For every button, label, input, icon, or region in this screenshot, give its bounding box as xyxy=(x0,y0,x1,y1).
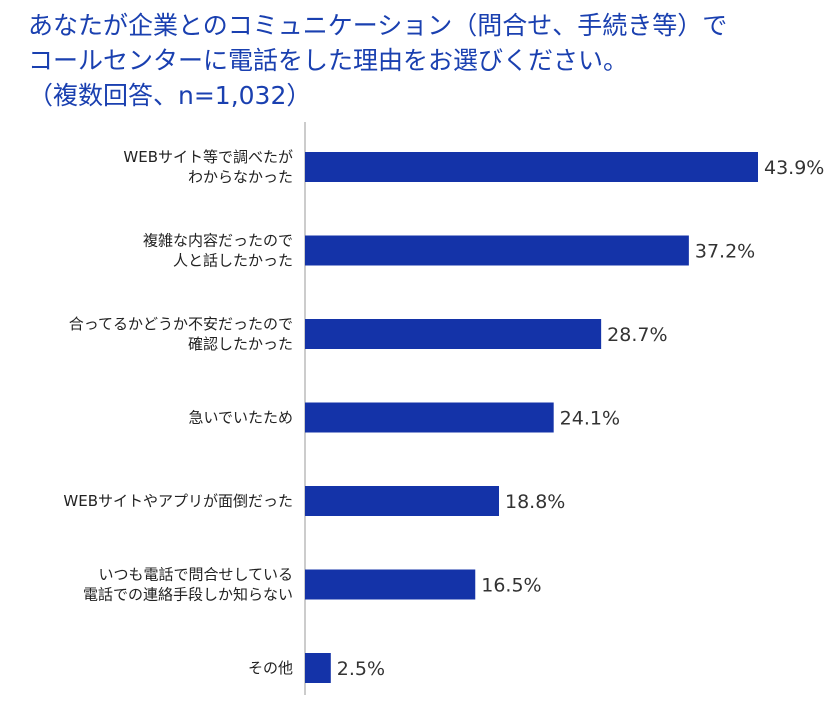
bar-4 xyxy=(305,402,554,433)
category-label-5-line-1: WEBサイトやアプリが面倒だった xyxy=(63,492,293,510)
title-line-2: コールセンターに電話をした理由をお選びください。 xyxy=(28,46,629,75)
category-label-2-line-1: 複雑な内容だったので xyxy=(143,232,293,250)
value-label-4: 24.1% xyxy=(560,408,620,430)
category-label-1-line-1: WEBサイト等で調べたが xyxy=(123,148,293,166)
category-label-3-line-1: 合ってるかどうか不安だったので xyxy=(69,315,293,333)
category-label-6-line-1: いつも電話で問合せしている xyxy=(98,566,293,584)
category-label-3-line-2: 確認したかった xyxy=(188,335,293,353)
title-line-1: あなたが企業とのコミュニケーション（問合せ、手続き等）で xyxy=(28,11,728,40)
value-label-2: 37.2% xyxy=(695,241,755,263)
category-label-2-line-2: 人と話したかった xyxy=(173,252,293,270)
value-label-1: 43.9% xyxy=(764,157,824,179)
bar-5 xyxy=(305,486,499,516)
title-line-3: （複数回答、n=1,032） xyxy=(28,81,312,110)
bar-2 xyxy=(305,235,689,266)
value-label-7: 2.5% xyxy=(337,658,385,680)
bar-3 xyxy=(305,319,602,349)
value-label-5: 18.8% xyxy=(505,491,565,513)
bar-6 xyxy=(305,569,476,600)
category-label-6-line-2: 電話での連絡手段しか知らない xyxy=(83,586,293,604)
chart-title: あなたが企業とのコミュニケーション（問合せ、手続き等）で コールセンターに電話を… xyxy=(28,8,828,113)
bar-1 xyxy=(305,152,758,182)
value-label-3: 28.7% xyxy=(607,324,667,346)
value-label-6: 16.5% xyxy=(481,575,541,597)
category-label-7-line-1: その他 xyxy=(248,659,293,677)
bar-7 xyxy=(305,653,331,683)
category-label-4-line-1: 急いでいたため xyxy=(188,409,293,427)
category-label-1-line-2: わからなかった xyxy=(188,168,293,186)
